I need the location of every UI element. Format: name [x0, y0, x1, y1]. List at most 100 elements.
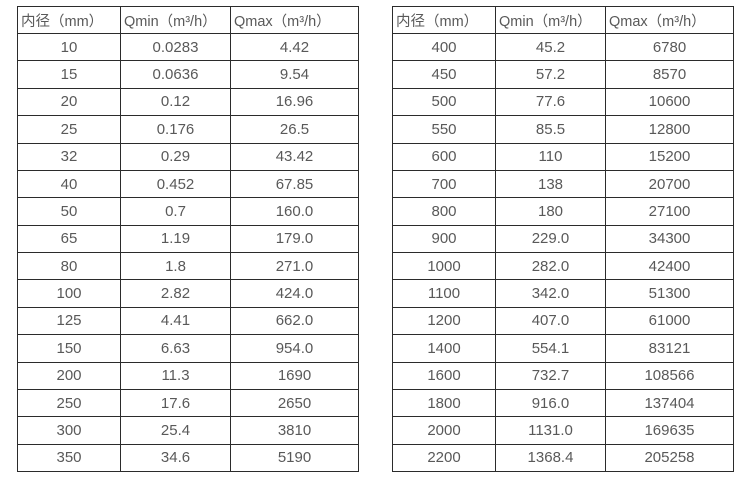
table-cell: 160.0: [230, 197, 359, 226]
table-cell: 2.82: [120, 279, 231, 308]
header-row: 内径（mm） Qmin（m³/h） Qmax（m³/h）: [392, 6, 734, 34]
table-cell: 424.0: [230, 279, 359, 308]
table-cell: 0.0636: [120, 60, 231, 89]
table-cell: 4.41: [120, 306, 231, 336]
table-cell: 100: [17, 279, 121, 308]
table-row: 700 138 20700: [392, 169, 734, 199]
table-cell: 50: [17, 197, 121, 226]
table-cell: 169635: [605, 416, 734, 445]
table-cell: 0.12: [120, 87, 231, 117]
table-row: 200 11.3 1690: [17, 361, 359, 390]
table-cell: 16.96: [230, 87, 359, 117]
table-cell: 800: [392, 197, 496, 226]
column-header-qmax: Qmax（m³/h）: [605, 6, 734, 34]
table-cell: 6780: [605, 32, 734, 62]
table-row: 400 45.2 6780: [392, 32, 734, 62]
table-row: 32 0.29 43.42: [17, 142, 359, 171]
table-row: 1600 732.7 108566: [392, 361, 734, 390]
table-cell: 1368.4: [495, 443, 606, 473]
flow-spec-table-small-diameters: 内径（mm） Qmin（m³/h） Qmax（m³/h） 10 0.0283 4.4…: [17, 6, 359, 473]
table-cell: 0.29: [120, 142, 231, 171]
table-cell: 1200: [392, 306, 496, 336]
table-row: 100 2.82 424.0: [17, 279, 359, 308]
table-cell: 3810: [230, 416, 359, 445]
table-cell: 20: [17, 87, 121, 117]
table-cell: 61000: [605, 306, 734, 336]
table-cell: 407.0: [495, 306, 606, 336]
table-cell: 25: [17, 115, 121, 144]
table-row: 1400 554.1 83121: [392, 334, 734, 363]
table-row: 250 17.6 2650: [17, 388, 359, 418]
table-row: 10 0.0283 4.42: [17, 32, 359, 62]
table-cell: 15200: [605, 142, 734, 171]
table-cell: 400: [392, 32, 496, 62]
column-header-inner-diameter: 内径（mm）: [17, 6, 121, 34]
table-cell: 1600: [392, 361, 496, 390]
table-row: 1100 342.0 51300: [392, 279, 734, 308]
table-row: 65 1.19 179.0: [17, 224, 359, 254]
table-row: 500 77.6 10600: [392, 87, 734, 117]
table-row: 15 0.0636 9.54: [17, 60, 359, 89]
table-row: 800 180 27100: [392, 197, 734, 226]
table-cell: 77.6: [495, 87, 606, 117]
table-cell: 342.0: [495, 279, 606, 308]
table-cell: 732.7: [495, 361, 606, 390]
table-cell: 125: [17, 306, 121, 336]
table-cell: 42400: [605, 251, 734, 281]
table-body: 10 0.0283 4.42 15 0.0636 9.54 20 0.12 16.96 25 0.1…: [17, 32, 359, 473]
table-row: 600 110 15200: [392, 142, 734, 171]
table-cell: 271.0: [230, 251, 359, 281]
table-cell: 250: [17, 388, 121, 418]
table-cell: 6.63: [120, 334, 231, 363]
table-cell: 40: [17, 169, 121, 199]
table-cell: 43.42: [230, 142, 359, 171]
table-row: 1200 407.0 61000: [392, 306, 734, 336]
table-cell: 205258: [605, 443, 734, 473]
header-row: 内径（mm） Qmin（m³/h） Qmax（m³/h）: [17, 6, 359, 34]
table-cell: 26.5: [230, 115, 359, 144]
table-cell: 550: [392, 115, 496, 144]
table-cell: 1690: [230, 361, 359, 390]
table-cell: 1131.0: [495, 416, 606, 445]
table-cell: 2200: [392, 443, 496, 473]
table-cell: 25.4: [120, 416, 231, 445]
table-row: 550 85.5 12800: [392, 115, 734, 144]
table-cell: 85.5: [495, 115, 606, 144]
table-cell: 282.0: [495, 251, 606, 281]
table-cell: 110: [495, 142, 606, 171]
table-cell: 350: [17, 443, 121, 473]
table-cell: 45.2: [495, 32, 606, 62]
table-cell: 0.0283: [120, 32, 231, 62]
table-cell: 10: [17, 32, 121, 62]
table-cell: 108566: [605, 361, 734, 390]
table-row: 40 0.452 67.85: [17, 169, 359, 199]
table-cell: 5190: [230, 443, 359, 473]
table-cell: 916.0: [495, 388, 606, 418]
column-header-qmin: Qmin（m³/h）: [120, 6, 231, 34]
table-row: 2200 1368.4 205258: [392, 443, 734, 473]
table-cell: 20700: [605, 169, 734, 199]
table-cell: 32: [17, 142, 121, 171]
table-row: 50 0.7 160.0: [17, 197, 359, 226]
table-row: 2000 1131.0 169635: [392, 416, 734, 445]
table-cell: 1800: [392, 388, 496, 418]
table-cell: 179.0: [230, 224, 359, 254]
table-cell: 57.2: [495, 60, 606, 89]
flow-spec-table-large-diameters: 内径（mm） Qmin（m³/h） Qmax（m³/h） 400 45.2 6780…: [392, 6, 734, 473]
table-cell: 34300: [605, 224, 734, 254]
table-cell: 83121: [605, 334, 734, 363]
table-cell: 67.85: [230, 169, 359, 199]
table-row: 350 34.6 5190: [17, 443, 359, 473]
table-cell: 137404: [605, 388, 734, 418]
table-cell: 500: [392, 87, 496, 117]
table-row: 150 6.63 954.0: [17, 334, 359, 363]
table-cell: 8570: [605, 60, 734, 89]
table-cell: 0.7: [120, 197, 231, 226]
table-cell: 9.54: [230, 60, 359, 89]
table-cell: 0.452: [120, 169, 231, 199]
table-cell: 1100: [392, 279, 496, 308]
column-header-qmin: Qmin（m³/h）: [495, 6, 606, 34]
table-cell: 450: [392, 60, 496, 89]
table-cell: 11.3: [120, 361, 231, 390]
